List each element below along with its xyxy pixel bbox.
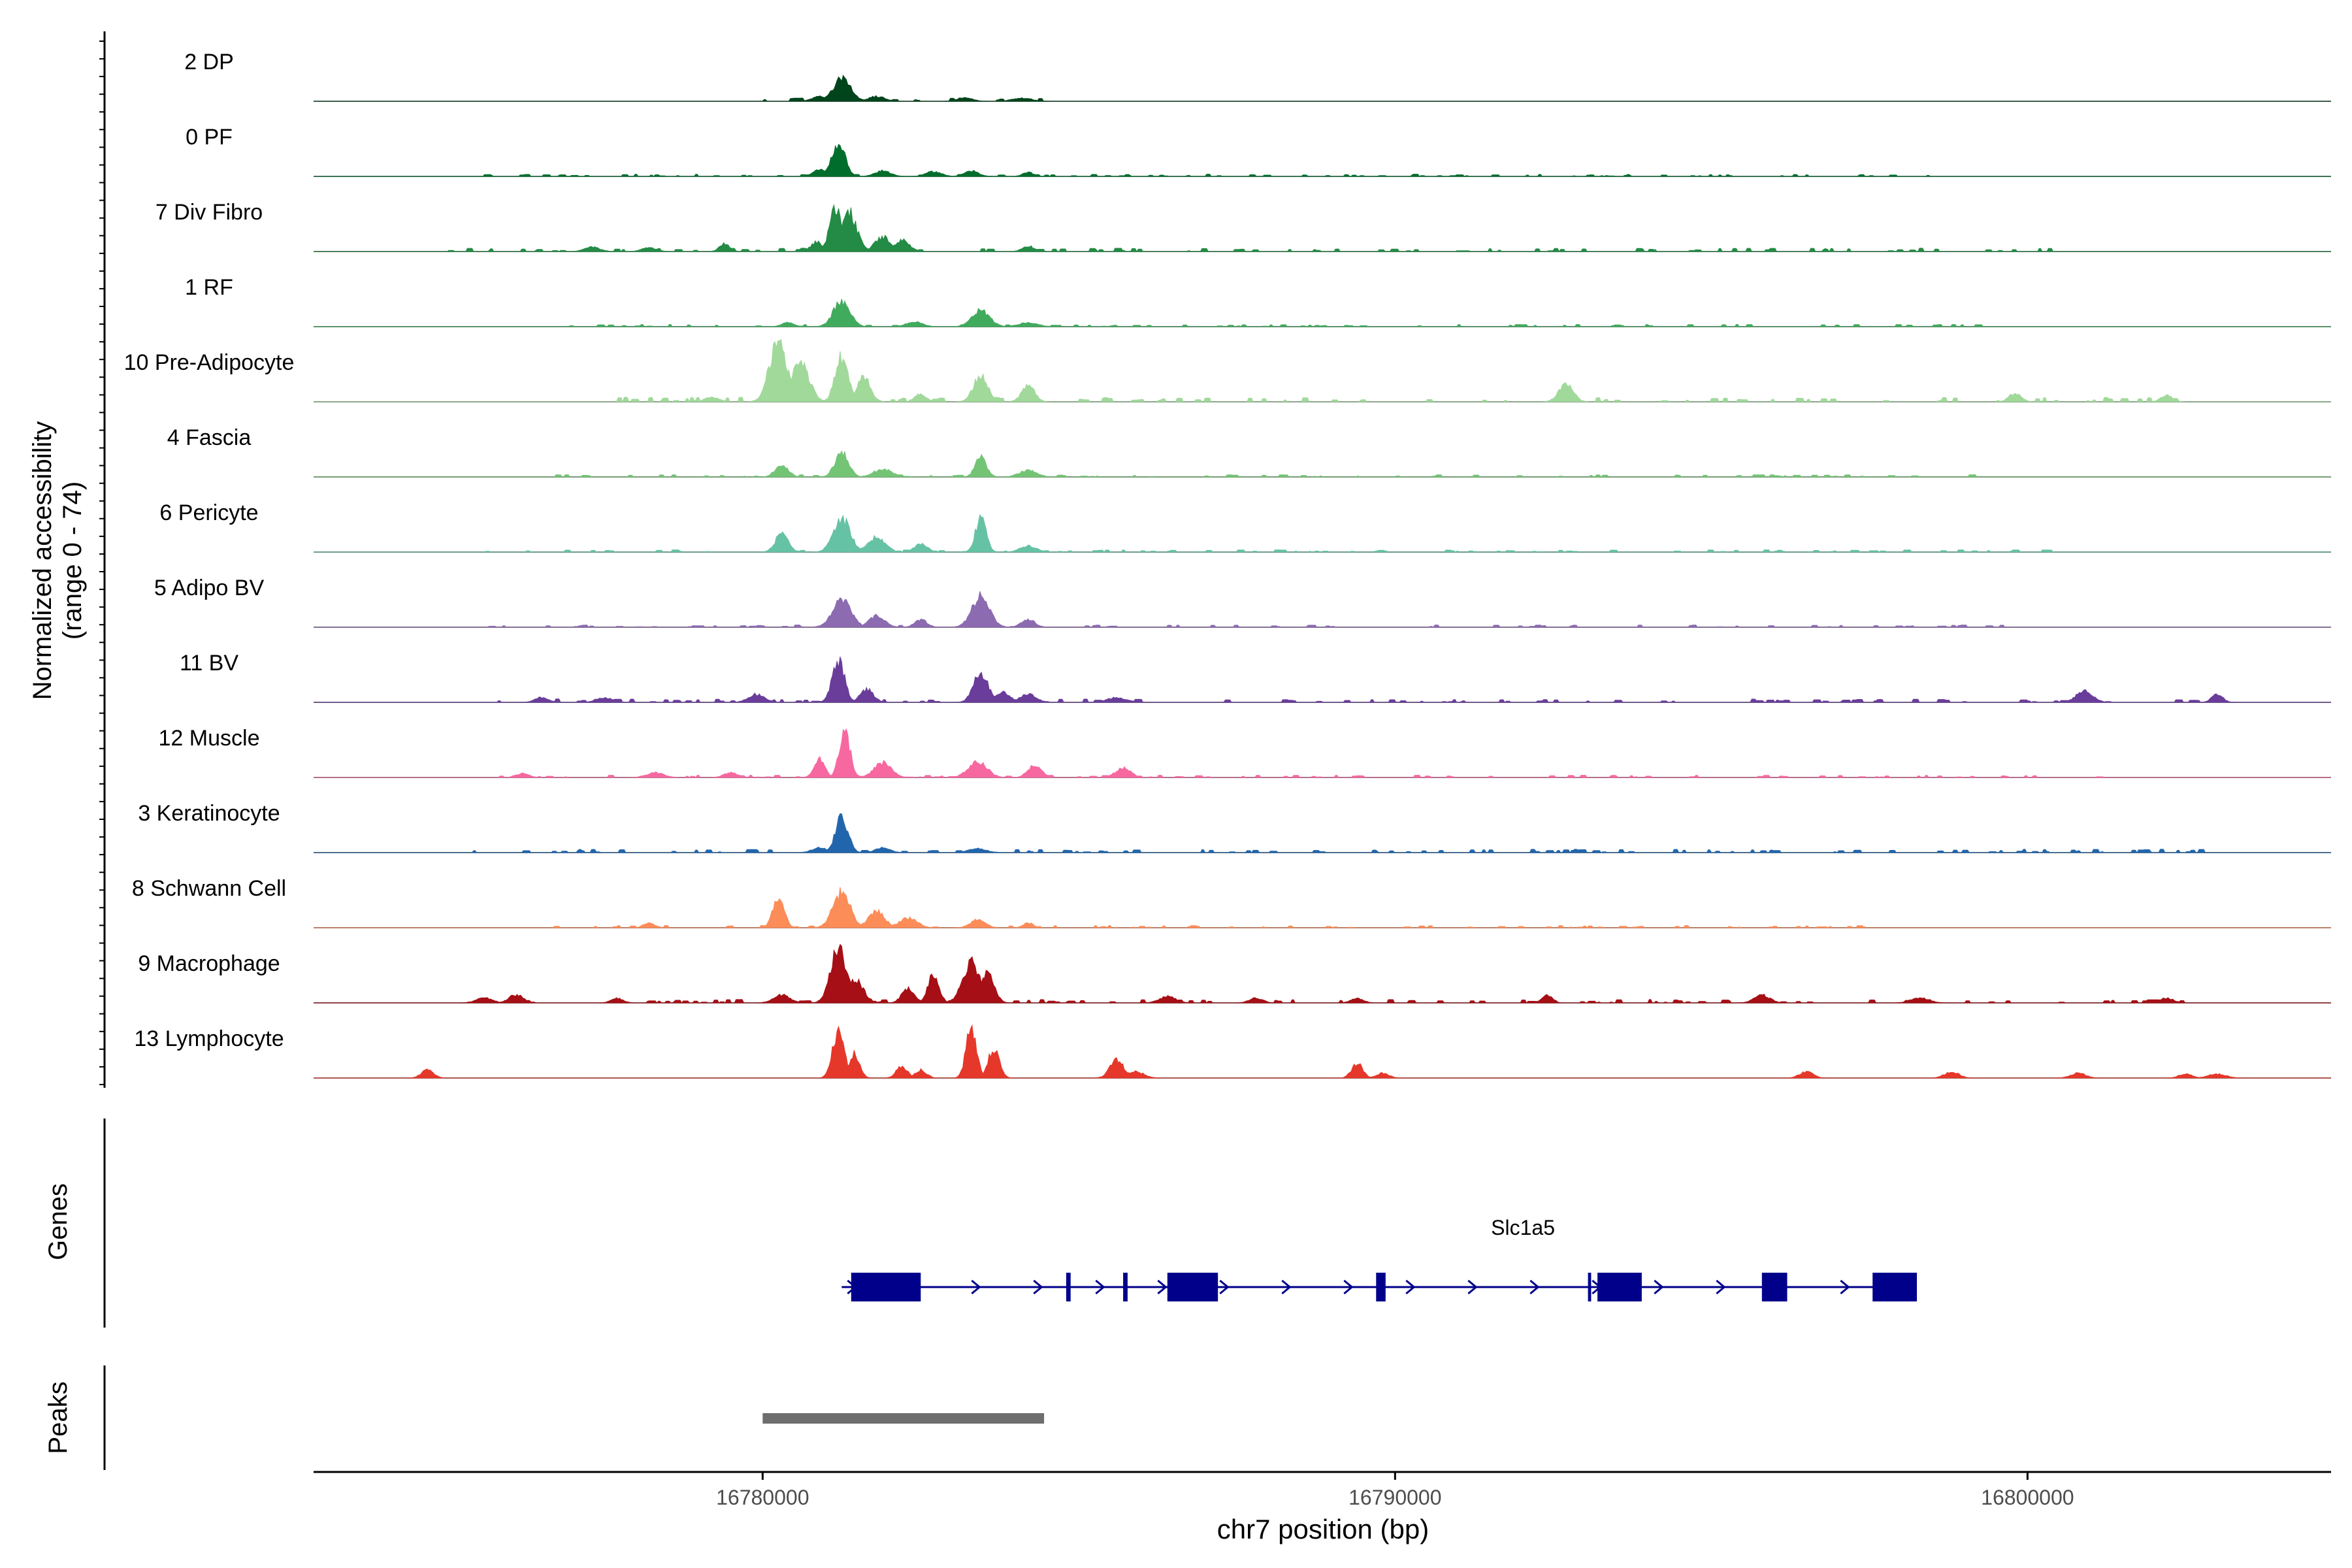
genes-axis-label: Genes xyxy=(44,1183,73,1260)
track-label: 3 Keratinocyte xyxy=(138,801,280,826)
peak-regions xyxy=(762,1413,1045,1424)
gene-exon xyxy=(1761,1273,1788,1301)
y-axis-label-line2: (range 0 - 74) xyxy=(58,482,87,640)
gene-exon xyxy=(1123,1273,1128,1301)
gene-exon xyxy=(1376,1273,1386,1301)
track-label: 10 Pre-Adipocyte xyxy=(124,350,295,375)
track-3-keratinocyte: 3 Keratinocyte xyxy=(138,801,2331,853)
track-6-pericyte: 6 Pericyte xyxy=(159,500,2331,553)
strand-arrow xyxy=(1219,1279,1230,1295)
coverage-area xyxy=(314,591,2331,628)
gene-exon xyxy=(1597,1273,1642,1301)
track-5-adipo-bv: 5 Adipo BV xyxy=(154,576,2331,628)
strand-arrow xyxy=(1654,1279,1664,1295)
y-axis-label-line1: Normalized accessibility xyxy=(28,421,57,700)
coverage-area xyxy=(314,144,2331,177)
track-0-pf: 0 PF xyxy=(186,125,2331,177)
gene-exon xyxy=(1066,1273,1071,1301)
track-12-muscle: 12 Muscle xyxy=(159,726,2331,778)
coverage-y-axis xyxy=(99,31,106,1088)
coverage-area xyxy=(314,450,2331,478)
track-label: 1 RF xyxy=(185,275,233,300)
peak-region-bar xyxy=(762,1413,1045,1424)
track-label: 12 Muscle xyxy=(159,726,260,751)
track-label: 13 Lymphocyte xyxy=(134,1026,284,1051)
strand-arrow xyxy=(1033,1279,1043,1295)
x-tick-label: 16780000 xyxy=(716,1486,809,1509)
track-label: 6 Pericyte xyxy=(159,500,258,525)
strand-arrow xyxy=(971,1279,981,1295)
track-11-bv: 11 BV xyxy=(180,651,2331,703)
coverage-area xyxy=(314,514,2331,553)
x-tick-label: 16800000 xyxy=(1981,1486,2074,1509)
strand-arrow xyxy=(1281,1279,1292,1295)
x-axis-label: chr7 position (bp) xyxy=(1217,1514,1429,1544)
track-13-lymphocyte: 13 Lymphocyte xyxy=(134,1024,2331,1079)
track-10-pre-adipocyte: 10 Pre-Adipocyte xyxy=(124,338,2331,403)
coverage-area xyxy=(314,338,2331,403)
peaks-axis-label: Peaks xyxy=(44,1381,73,1454)
track-label: 2 DP xyxy=(184,50,234,74)
track-7-div-fibro: 7 Div Fibro xyxy=(155,200,2331,252)
strand-arrow xyxy=(1529,1279,1540,1295)
gene-exon xyxy=(1588,1273,1592,1301)
track-4-fascia: 4 Fascia xyxy=(167,425,2331,478)
coverage-area xyxy=(314,1024,2331,1079)
gene-exon xyxy=(1167,1273,1218,1301)
track-1-rf: 1 RF xyxy=(185,275,2331,327)
x-axis-ticks: 16780000 16790000 16800000 xyxy=(716,1472,2074,1509)
coverage-area xyxy=(314,74,2331,102)
gene-name-label: Slc1a5 xyxy=(1491,1216,1555,1239)
track-label: 9 Macrophage xyxy=(138,951,280,976)
track-label: 5 Adipo BV xyxy=(154,576,265,600)
coverage-area xyxy=(314,656,2331,703)
coverage-area xyxy=(314,943,2331,1004)
track-2-dp: 2 DP xyxy=(184,50,2331,102)
coverage-area xyxy=(314,728,2331,778)
track-label: 11 BV xyxy=(180,651,238,676)
gene-exon xyxy=(1872,1273,1917,1301)
coverage-area xyxy=(314,813,2331,853)
coverage-area xyxy=(314,299,2331,327)
strand-arrow xyxy=(1157,1279,1168,1295)
track-label: 8 Schwann Cell xyxy=(132,876,286,901)
gene-track xyxy=(841,1273,1917,1301)
coverage-tracks: 2 DP 0 PF 7 Div Fibro 1 RF 10 Pre-Adipocyte 4… xyxy=(124,50,2331,1079)
track-9-macrophage: 9 Macrophage xyxy=(138,943,2331,1004)
coverage-area xyxy=(314,204,2331,252)
track-label: 7 Div Fibro xyxy=(155,200,263,225)
gene-exon xyxy=(851,1273,921,1301)
track-label: 4 Fascia xyxy=(167,425,252,450)
strand-arrow xyxy=(1716,1279,1726,1295)
strand-arrow xyxy=(1405,1279,1416,1295)
strand-arrow xyxy=(1095,1279,1105,1295)
coverage-area xyxy=(314,887,2331,928)
track-label: 0 PF xyxy=(186,125,233,150)
strand-arrow xyxy=(1840,1279,1850,1295)
track-8-schwann-cell: 8 Schwann Cell xyxy=(132,876,2331,928)
strand-arrow xyxy=(1467,1279,1478,1295)
strand-arrow xyxy=(1343,1279,1354,1295)
x-tick-label: 16790000 xyxy=(1348,1486,1441,1509)
